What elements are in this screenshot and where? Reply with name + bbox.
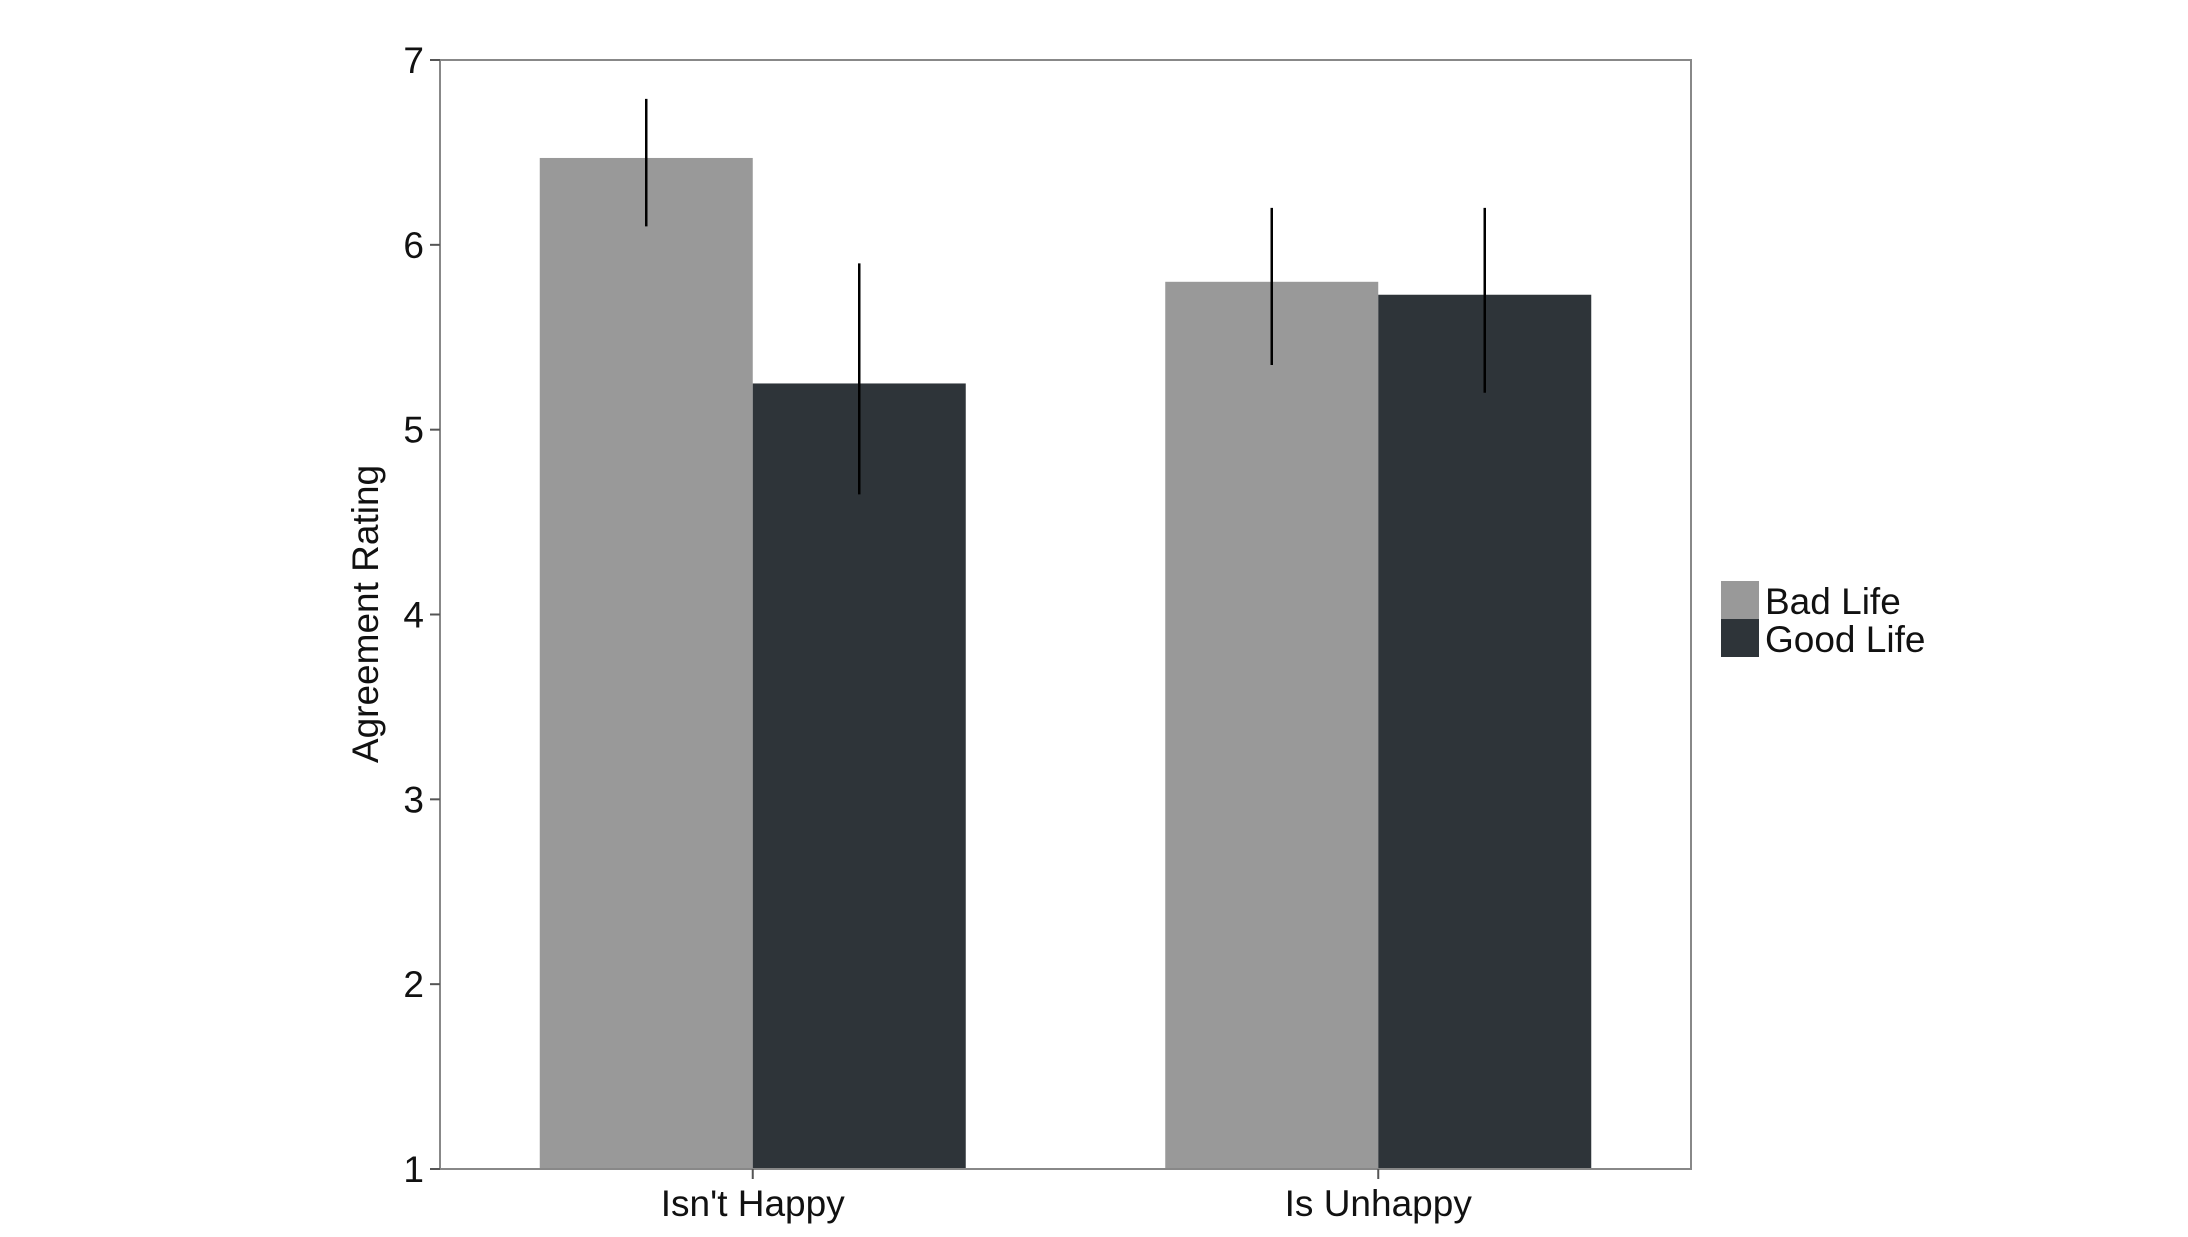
y-axis-title: Agreement Rating [345,465,386,763]
y-tick-label: 5 [403,410,424,451]
y-tick-label: 3 [403,779,424,820]
bar-good-life [1378,294,1592,1169]
y-axis: 1 2 3 4 5 6 7 [403,40,440,1190]
y-tick-label: 2 [403,964,424,1005]
x-category-label: Is Unhappy [1285,1183,1473,1224]
bars-layer [539,157,1592,1169]
y-tick-label: 6 [403,225,424,266]
legend-label: Bad Life [1765,581,1901,622]
y-tick-label: 4 [403,595,424,636]
error-bars-layer [645,98,1486,495]
y-tick-label: 1 [403,1149,424,1190]
x-axis: Isn't Happy Is Unhappy [661,1169,1473,1224]
y-tick-label: 7 [403,40,424,81]
bar-bad-life [539,157,753,1169]
x-category-label: Isn't Happy [661,1183,845,1224]
legend-key-good-life [1721,619,1759,657]
bar-good-life [752,383,966,1169]
legend-key-bad-life [1721,581,1759,619]
bar-bad-life [1165,281,1379,1169]
legend-label: Good Life [1765,619,1925,660]
